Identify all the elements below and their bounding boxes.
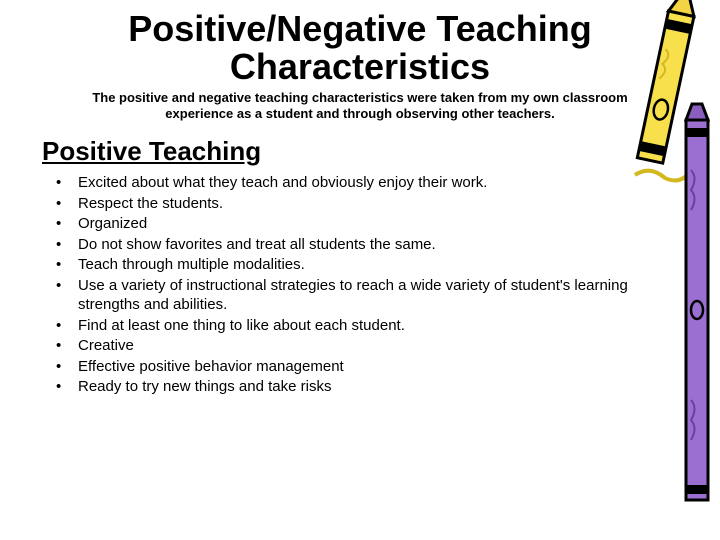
list-item: Creative — [50, 336, 670, 356]
slide-content: Positive/Negative Teaching Characteristi… — [0, 0, 720, 418]
list-item: Respect the students. — [50, 194, 670, 214]
list-item: Effective positive behavior management — [50, 357, 670, 377]
list-item: Find at least one thing to like about ea… — [50, 316, 670, 336]
section-heading: Positive Teaching — [42, 136, 670, 167]
list-item: Do not show favorites and treat all stud… — [50, 235, 670, 255]
list-item: Teach through multiple modalities. — [50, 255, 670, 275]
bullet-list: Excited about what they teach and obviou… — [50, 173, 670, 397]
slide-title: Positive/Negative Teaching Characteristi… — [50, 10, 670, 86]
list-item: Use a variety of instructional strategie… — [50, 276, 670, 315]
list-item: Organized — [50, 214, 670, 234]
list-item: Excited about what they teach and obviou… — [50, 173, 670, 193]
slide-subtitle: The positive and negative teaching chara… — [90, 90, 630, 123]
list-item: Ready to try new things and take risks — [50, 377, 670, 397]
